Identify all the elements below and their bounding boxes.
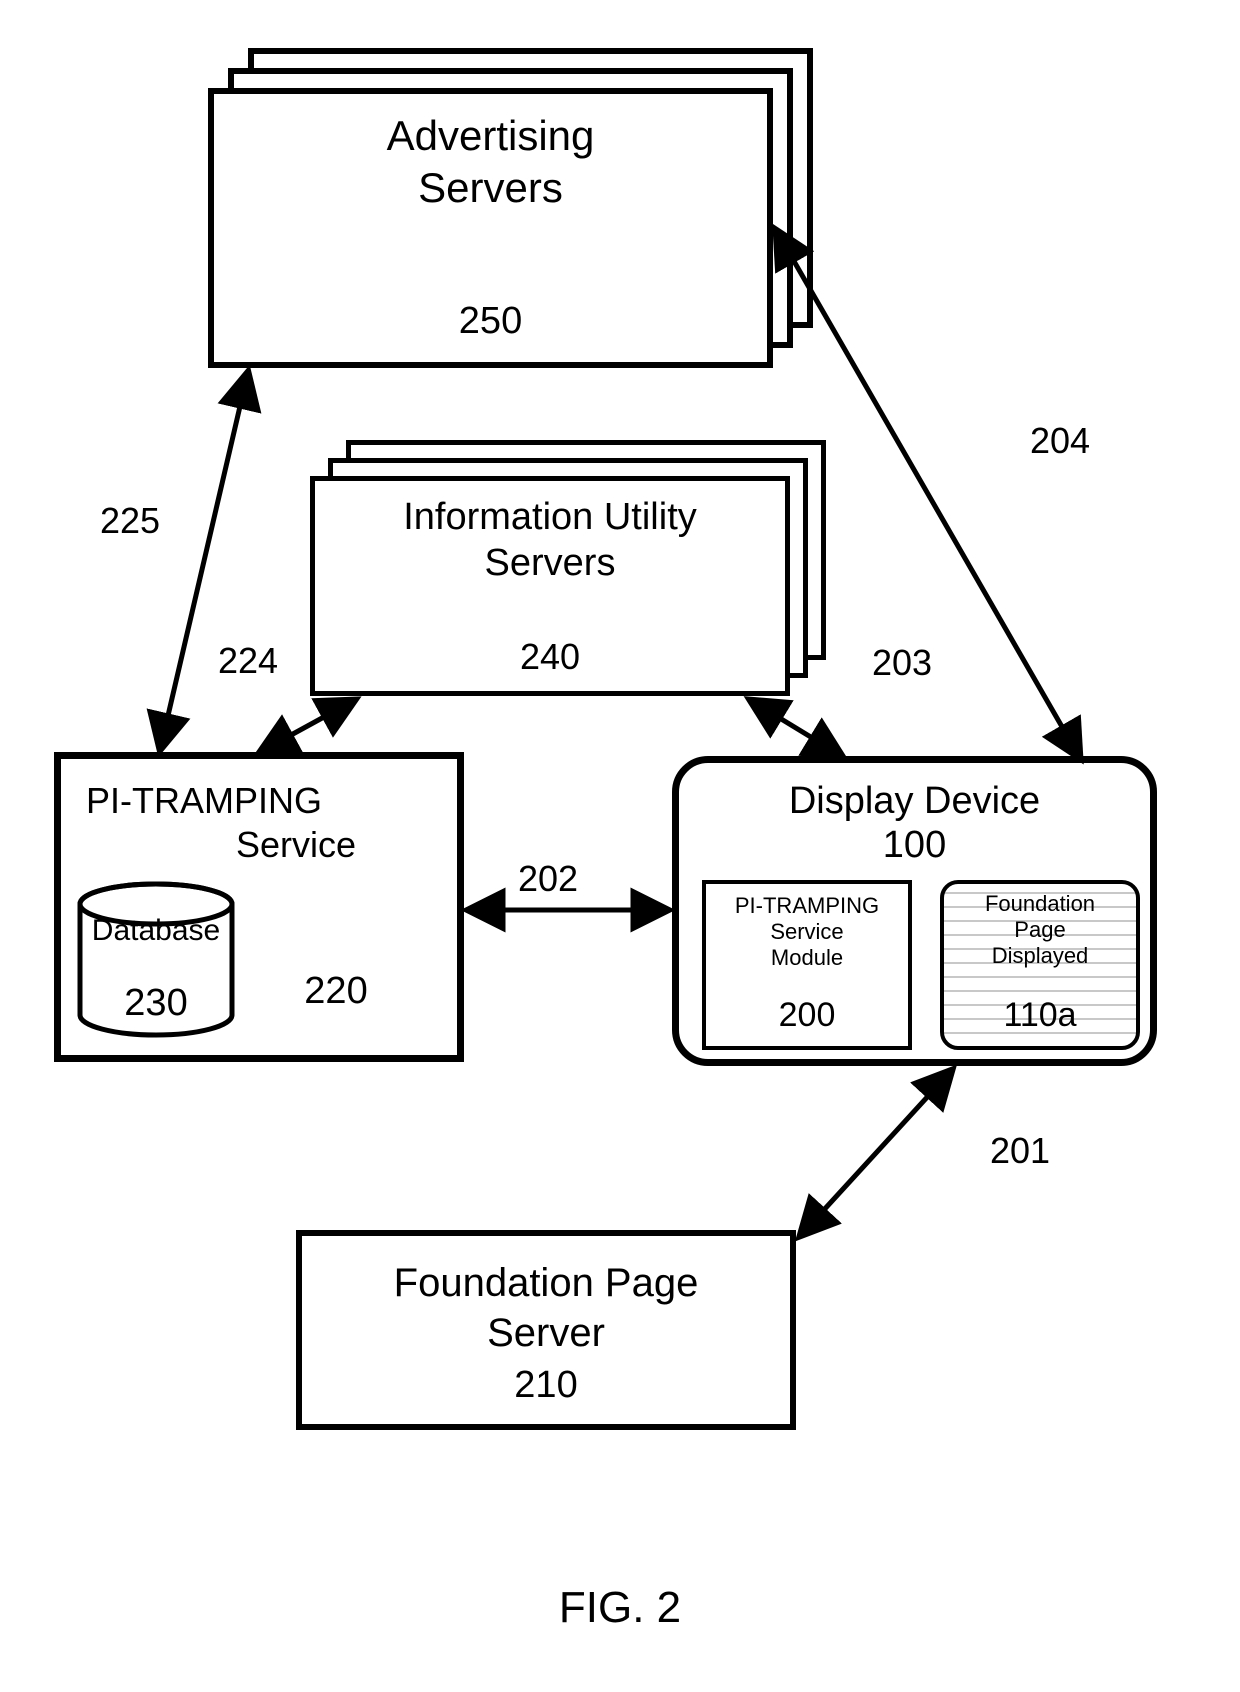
edge-204-label: 204: [1030, 420, 1130, 462]
foundation-page-server-label-line2: Server: [296, 1308, 796, 1358]
database-ref: 230: [76, 982, 236, 1025]
edge-225-label: 225: [100, 500, 200, 542]
edge-202-label: 202: [518, 858, 618, 900]
pitramp-module-label-line3: Module: [702, 944, 912, 972]
foundation-page-disp-ref: 110a: [940, 996, 1140, 1035]
foundation-page-disp-label-line3: Displayed: [940, 942, 1140, 970]
figure-caption: FIG. 2: [0, 1580, 1240, 1635]
edge-201-label: 201: [990, 1130, 1090, 1172]
adv-servers-ref: 250: [208, 300, 773, 343]
pitramp-module-label-line2: Service: [702, 918, 912, 946]
adv-servers-label-line1: Advertising: [208, 110, 773, 163]
display-device-ref: 100: [672, 824, 1157, 867]
pitramp-service-ref: 220: [276, 970, 396, 1013]
info-util-ref: 240: [310, 636, 790, 678]
pitramp-module-ref: 200: [702, 996, 912, 1035]
foundation-page-disp-label-line2: Page: [940, 916, 1140, 944]
display-device-label: Display Device: [672, 778, 1157, 826]
foundation-page-server-label-line1: Foundation Page: [296, 1258, 796, 1308]
edge-203-label: 203: [872, 642, 972, 684]
pitramp-service-label-line2: Service: [236, 822, 456, 867]
pitramp-service-label-line1: PI-TRAMPING: [86, 778, 456, 823]
pitramp-module-label-line1: PI-TRAMPING: [702, 892, 912, 920]
database-label: Database: [76, 912, 236, 950]
foundation-page-disp-label-line1: Foundation: [940, 890, 1140, 918]
edge-224-label: 224: [218, 640, 318, 682]
info-util-label-line2: Servers: [310, 540, 790, 588]
adv-servers-label-line2: Servers: [208, 162, 773, 215]
foundation-page-server-ref: 210: [296, 1364, 796, 1407]
info-util-label-line1: Information Utility: [310, 494, 790, 542]
